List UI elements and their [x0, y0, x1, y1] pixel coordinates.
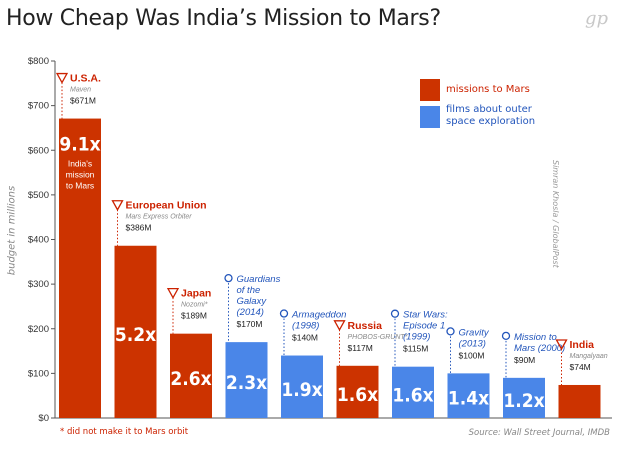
name-label-guardians-of-the-galaxy-2014: Galaxy — [237, 296, 268, 307]
name-label-star-wars-episode-1-1999: (1999) — [403, 332, 430, 343]
y-tick-label: $200 — [28, 324, 49, 335]
bar-guardians-of-the-galaxy-2014 — [225, 342, 268, 418]
y-tick-label: $500 — [28, 190, 49, 201]
amount-label-russia: $117M — [348, 343, 373, 353]
y-tick-label: $800 — [28, 56, 49, 67]
name-label-armageddon-1998: (1998) — [292, 321, 319, 332]
multiplier-label-guardians-of-the-galaxy-2014: 2.3x — [226, 372, 267, 394]
multiplier-label-european-union: 5.2x — [115, 324, 156, 346]
marker-circle-armageddon-1998 — [279, 309, 289, 318]
name-label-star-wars-episode-1-1999: Star Wars: — [403, 310, 448, 321]
amount-label-european-union: $386M — [126, 223, 152, 233]
marker-circle-gravity-2013 — [446, 327, 455, 336]
name-label-u-s-a: U.S.A. — [70, 73, 101, 85]
footnote: * did not make it to Mars orbit — [60, 427, 189, 437]
marker-triangle-u-s-a — [55, 72, 69, 84]
amount-label-u-s-a: $671M — [70, 96, 96, 106]
multiplier-label-armageddon-1998: 1.9x — [281, 379, 322, 401]
source-note: Source: Wall Street Journal, IMDB — [468, 428, 610, 438]
chart-title: How Cheap Was India’s Mission to Mars? — [6, 6, 441, 31]
y-tick-label: $600 — [28, 145, 49, 156]
name-label-guardians-of-the-galaxy-2014: of the — [237, 285, 261, 296]
multiplier-label-gravity-2013: 1.4x — [448, 388, 489, 410]
bar-european-union — [114, 245, 157, 418]
name-label-japan: Japan — [181, 288, 211, 300]
amount-label-armageddon-1998: $140M — [292, 333, 318, 343]
marker-circle-guardians-of-the-galaxy-2014 — [224, 273, 233, 283]
name-label-mission-to-mars-2000: Mars (2000) — [514, 343, 565, 354]
name-label-european-union: European Union — [126, 200, 207, 212]
bar-gravity-2013 — [447, 373, 490, 418]
amount-label-guardians-of-the-galaxy-2014: $170M — [237, 319, 263, 329]
y-tick-label: $700 — [28, 101, 49, 112]
y-tick-label: $400 — [28, 235, 49, 246]
bar-armageddon-1998 — [281, 355, 323, 418]
sub-label-european-union: Mars Express Orbiter — [126, 214, 193, 221]
multiplier-label-russia: 1.6x — [337, 384, 378, 406]
amount-label-mission-to-mars-2000: $90M — [514, 355, 535, 365]
amount-label-india: $74M — [570, 362, 591, 372]
author-credit: Simran Khosla / GlobalPost — [551, 160, 560, 268]
y-tick-label: $300 — [28, 279, 49, 290]
bar-note-line: to Mars — [66, 181, 94, 191]
amount-label-japan: $189M — [181, 311, 207, 321]
bar-japan — [170, 333, 212, 418]
bar-u-s-a — [59, 118, 101, 418]
bar-mission-to-mars-2000 — [503, 377, 545, 418]
name-label-armageddon-1998: Armageddon — [291, 310, 346, 321]
marker-circle-star-wars-episode-1-1999 — [390, 309, 400, 318]
sub-label-u-s-a: Maven — [70, 87, 91, 94]
bar-note-line: mission — [66, 170, 95, 180]
legend-label-mars: missions to Mars — [446, 84, 530, 95]
name-label-gravity-2013: Gravity — [459, 327, 490, 338]
legend-swatch-mars — [420, 79, 440, 101]
y-axis-label: budget in millions — [6, 185, 18, 276]
amount-label-gravity-2013: $100M — [459, 350, 485, 360]
name-label-india: India — [570, 339, 595, 351]
y-tick-label: $0 — [38, 413, 49, 424]
sub-label-japan: Nozomi* — [181, 302, 208, 309]
amount-label-star-wars-episode-1-1999: $115M — [403, 344, 428, 354]
legend-swatch-films — [420, 106, 440, 128]
bar-star-wars-episode-1-1999 — [392, 366, 434, 418]
marker-circle-mission-to-mars-2000 — [501, 331, 511, 340]
multiplier-label-star-wars-episode-1-1999: 1.6x — [392, 384, 433, 406]
multiplier-label-mission-to-mars-2000: 1.2x — [503, 390, 544, 412]
name-label-gravity-2013: (2013) — [459, 338, 486, 349]
marker-triangle-russia — [333, 320, 346, 332]
bar-india — [558, 384, 601, 418]
name-label-russia: Russia — [348, 320, 383, 332]
globalpost-logo: gp — [584, 8, 608, 29]
sub-label-india: Mangalyaan — [570, 353, 608, 360]
name-label-guardians-of-the-galaxy-2014: Guardians — [237, 274, 281, 285]
y-tick-label: $100 — [28, 368, 49, 379]
name-label-guardians-of-the-galaxy-2014: (2014) — [237, 307, 264, 318]
marker-triangle-india — [555, 339, 568, 351]
marker-triangle-european-union — [111, 200, 124, 212]
name-label-mission-to-mars-2000: Mission to — [514, 332, 557, 343]
sub-label-russia: PHOBOS-GRUNT* — [348, 334, 408, 341]
name-label-star-wars-episode-1-1999: Episode 1 — [403, 321, 445, 332]
legend-label-films: films about outer space exploration — [446, 104, 536, 127]
multiplier-label-u-s-a: 9.1x — [59, 134, 100, 156]
marker-triangle-japan — [166, 288, 180, 299]
multiplier-label-japan: 2.6x — [170, 368, 211, 390]
bar-russia — [336, 365, 379, 418]
bar-note-line: India's — [68, 159, 92, 169]
